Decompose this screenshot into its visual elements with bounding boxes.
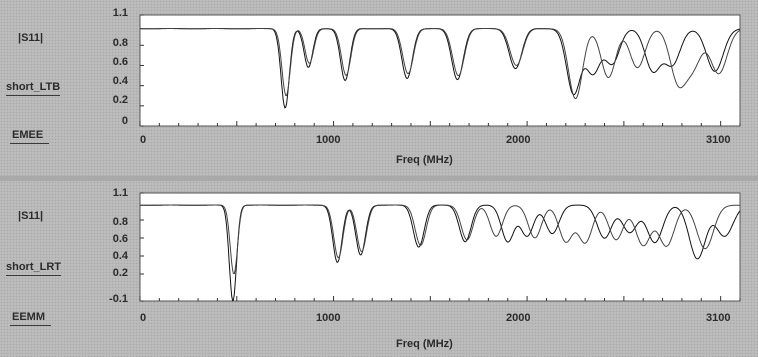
top-ytick-label: 0.4 [112,75,128,87]
top-ytick-label: 1.1 [112,7,128,19]
bottom-ytick-label: 0.8 [112,216,128,228]
top-mode-label[interactable]: EMEE [9,129,50,144]
bottom-xtick-label: 3100 [706,312,731,324]
top-xtick-label: 1000 [316,134,341,146]
bottom-xtick-label: 0 [140,312,147,324]
bottom-ylabel: |S11| [18,210,44,222]
top-ytick-label: 0.8 [112,37,128,49]
top-ytick-label: 0.2 [112,94,128,106]
top-ytick-label: 0 [121,115,128,127]
bottom-ytick-label: 1.1 [112,187,128,199]
series-line [140,204,740,275]
top-chart-svg[interactable] [0,0,758,176]
bottom-ytick-label: 0.2 [112,267,128,279]
top-xlabel: Freq (MHz) [396,154,453,166]
bottom-trace-label[interactable]: short_LRT [6,261,61,276]
plot-area [139,14,741,127]
bottom-xlabel: Freq (MHz) [396,338,453,350]
bottom-ytick-label: 0.4 [112,250,128,262]
top-xtick-label: 3100 [706,134,731,146]
series-line [140,28,741,100]
top-trace-label[interactable]: short_LTB [6,81,61,96]
top-xtick-label: 0 [140,134,147,146]
bottom-ytick-label: -0.1 [109,293,128,305]
top-plot-panel: |S11| short_LTB EMEE 1.1 0.8 0.6 0.4 0.2… [0,0,758,176]
bottom-plot-panel: |S11| short_LRT EEMM 1.1 0.8 0.6 0.4 0.2… [0,181,758,357]
bottom-xtick-label: 1000 [316,312,341,324]
bottom-ytick-label: 0.6 [112,233,128,245]
top-xtick-label: 2000 [506,134,531,146]
bottom-chart-svg[interactable] [0,181,758,357]
plot-area [139,192,741,302]
panel-divider[interactable] [0,176,758,181]
bottom-xtick-label: 2000 [506,312,531,324]
top-ylabel: |S11| [18,32,44,44]
bottom-mode-label[interactable]: EEMM [10,311,51,326]
top-ytick-label: 0.6 [112,56,128,68]
